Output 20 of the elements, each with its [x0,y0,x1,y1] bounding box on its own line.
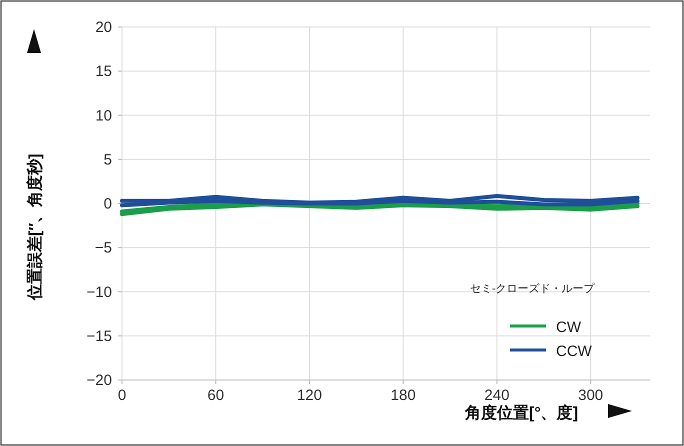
y-tick-label: −10 [86,284,112,301]
y-tick-label: 20 [95,19,112,36]
x-tick-label: 300 [578,387,604,404]
y-tick-label: 10 [95,107,112,124]
x-axis-title: 角度位置[°、度] [464,403,578,422]
y-tick-label: 0 [104,196,112,212]
legend-label: CW [556,319,582,336]
legend-label: CCW [556,343,593,360]
x-tick-label: 60 [207,387,224,404]
x-tick-label: 240 [484,387,510,404]
y-tick-label: 15 [95,63,112,80]
x-tick-label: 0 [118,387,126,404]
y-tick-label: 5 [104,151,112,168]
legend-title: セミ-クローズド・ループ [470,282,596,295]
y-axis-title: 位置誤差[″、角度秒] [25,154,44,301]
x-tick-label: 180 [390,387,416,404]
y-tick-label: −15 [86,328,112,345]
y-tick-label: −20 [86,372,112,389]
y-tick-label: −5 [94,240,112,257]
x-tick-label: 120 [296,387,322,404]
